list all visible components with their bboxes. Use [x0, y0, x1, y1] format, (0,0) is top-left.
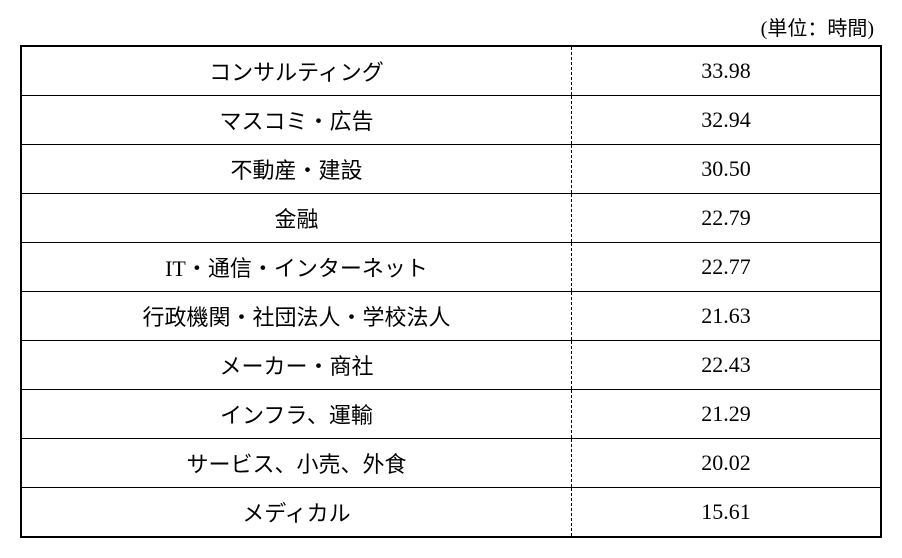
category-cell: コンサルティング [21, 46, 571, 96]
category-cell: サービス、小売、外食 [21, 439, 571, 488]
category-cell: マスコミ・広告 [21, 96, 571, 145]
table-row: メディカル 15.61 [21, 488, 881, 538]
value-cell: 21.29 [571, 390, 881, 439]
value-cell: 22.43 [571, 341, 881, 390]
table-row: IT・通信・インターネット 22.77 [21, 243, 881, 292]
category-cell: 金融 [21, 194, 571, 243]
value-cell: 22.79 [571, 194, 881, 243]
value-cell: 21.63 [571, 292, 881, 341]
table-row: 不動産・建設 30.50 [21, 145, 881, 194]
table-body: コンサルティング 33.98 マスコミ・広告 32.94 不動産・建設 30.5… [21, 46, 881, 537]
value-cell: 33.98 [571, 46, 881, 96]
category-cell: メーカー・商社 [21, 341, 571, 390]
unit-label: (単位：時間) [20, 12, 882, 41]
value-cell: 20.02 [571, 439, 881, 488]
category-cell: メディカル [21, 488, 571, 538]
data-table: コンサルティング 33.98 マスコミ・広告 32.94 不動産・建設 30.5… [20, 45, 882, 538]
table-row: 行政機関・社団法人・学校法人 21.63 [21, 292, 881, 341]
value-cell: 15.61 [571, 488, 881, 538]
category-cell: IT・通信・インターネット [21, 243, 571, 292]
value-cell: 22.77 [571, 243, 881, 292]
value-cell: 32.94 [571, 96, 881, 145]
category-cell: 不動産・建設 [21, 145, 571, 194]
table-row: インフラ、運輸 21.29 [21, 390, 881, 439]
table-row: サービス、小売、外食 20.02 [21, 439, 881, 488]
table-row: マスコミ・広告 32.94 [21, 96, 881, 145]
table-row: コンサルティング 33.98 [21, 46, 881, 96]
table-row: メーカー・商社 22.43 [21, 341, 881, 390]
category-cell: インフラ、運輸 [21, 390, 571, 439]
category-cell: 行政機関・社団法人・学校法人 [21, 292, 571, 341]
value-cell: 30.50 [571, 145, 881, 194]
table-row: 金融 22.79 [21, 194, 881, 243]
